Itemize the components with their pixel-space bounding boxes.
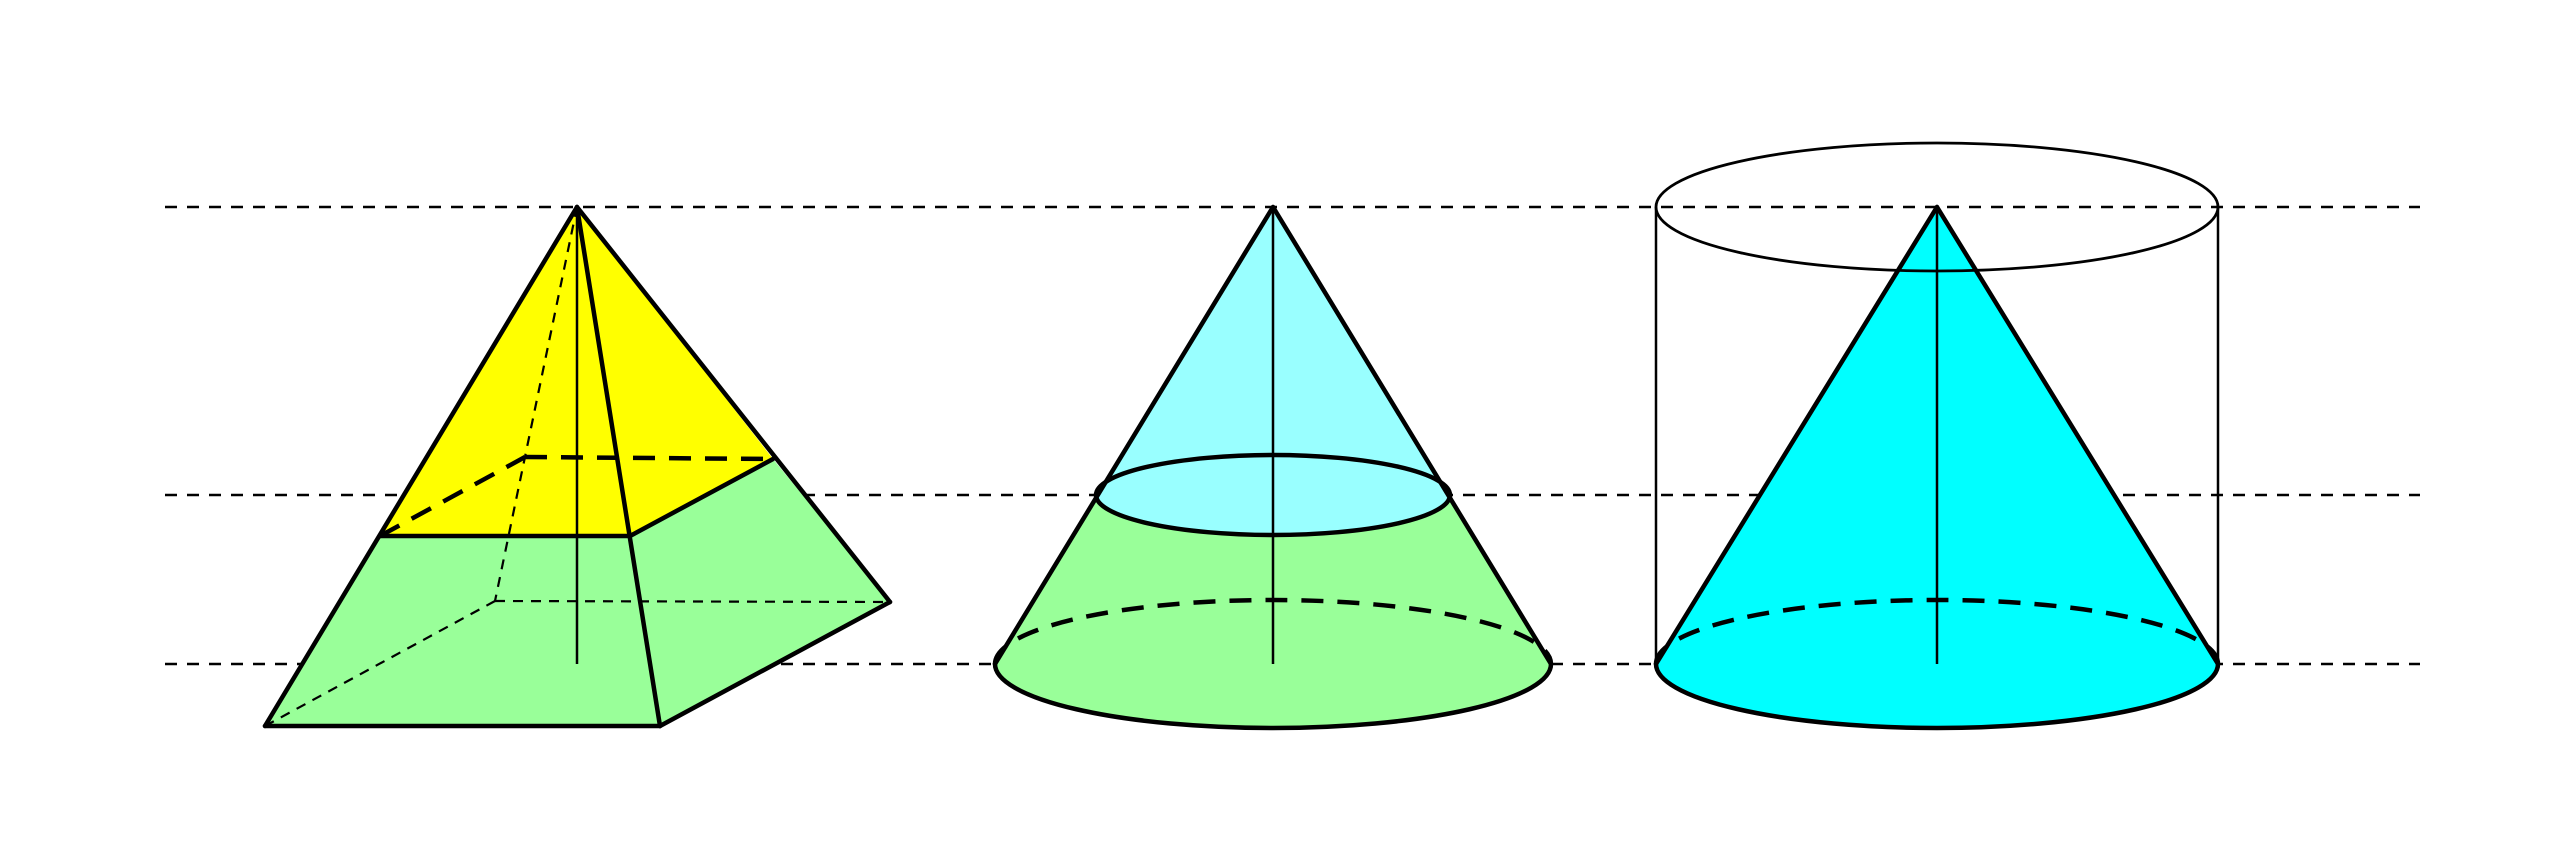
pyramid-base-right [657, 599, 893, 729]
pyramid-section-hidden-left [378, 455, 527, 538]
inscribed-cone-edge-right [1934, 204, 2221, 667]
pyramid-hidden-base-back [494, 599, 891, 604]
pyramid [262, 204, 893, 729]
cone-in-cylinder [1653, 141, 2221, 731]
pyramid-edge-left [262, 204, 580, 729]
cone [992, 204, 1554, 731]
cone-edge-right [1270, 204, 1554, 667]
pyramid-edge-front [574, 204, 663, 729]
pyramid-hidden-edge-back [493, 206, 579, 602]
pyramid-section-right [627, 456, 776, 539]
cone-base-front-arc [992, 661, 1554, 731]
pyramid-hidden-base-left [264, 600, 496, 727]
inscribed-cone-edge-left [1653, 204, 1940, 667]
cone-edge-left [992, 204, 1276, 667]
cylinder-base-front-arc [1653, 661, 2221, 731]
pyramid-section-hidden-back [524, 454, 774, 462]
pyramid-edge-right [574, 204, 893, 605]
